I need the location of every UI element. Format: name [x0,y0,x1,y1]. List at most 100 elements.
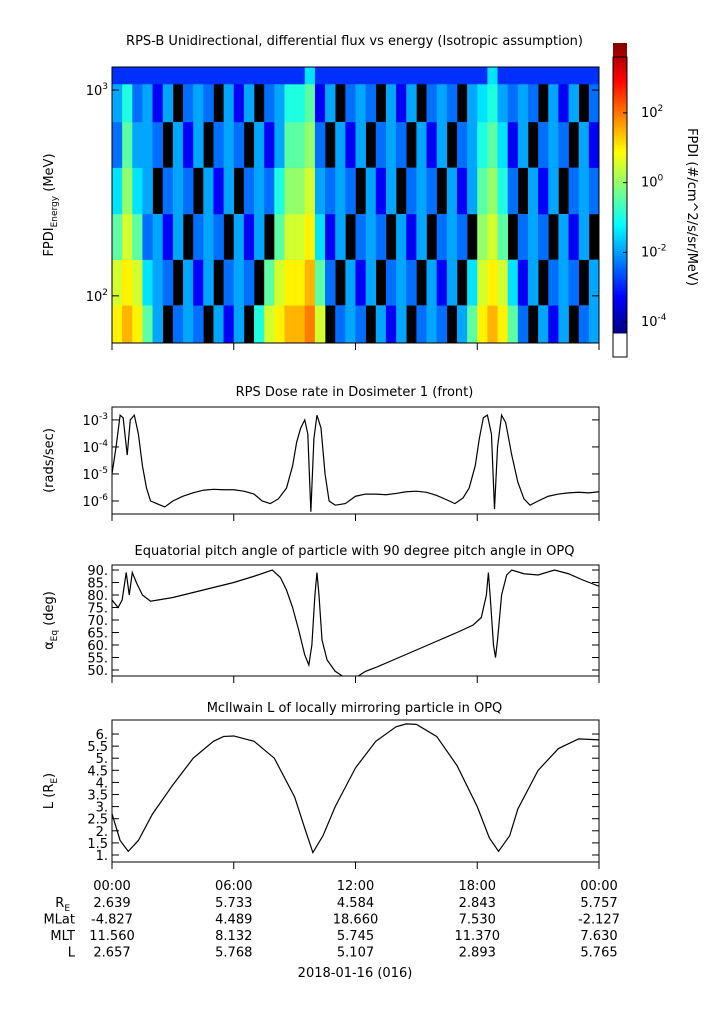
heatmap-cell [426,67,437,85]
colorbar-step [613,287,627,290]
heatmap-cell [264,67,275,85]
ephemeris-value: 5.768 [215,946,252,961]
heatmap-cell [132,259,143,306]
heatmap-cell [122,67,133,85]
heatmap-cell [112,305,123,343]
heatmap-cell [527,259,539,306]
heatmap-cell [578,121,590,168]
heatmap-cell [588,259,599,306]
heatmap-cell [122,305,133,343]
y-tick-label: 1. [96,849,108,864]
heatmap-cell [193,305,204,343]
heatmap-cell [122,121,133,168]
heatmap-cell [274,305,285,343]
heatmap-cell [385,305,397,343]
colorbar-step [613,328,627,332]
heatmap-cell [588,67,599,85]
heatmap-cell [223,83,235,123]
heatmap-cell [294,259,306,306]
heatmap-cell [527,167,539,215]
tick-exponent: -4 [99,439,108,449]
heatmap-cell [436,213,448,260]
heatmap-cell [436,259,448,306]
heatmap-cell [517,121,529,168]
heatmap-cell [527,67,539,85]
colorbar-step [613,110,627,114]
heatmap-cell [588,83,599,123]
heatmap-cell [467,259,478,306]
heatmap-cell [132,83,143,123]
heatmap-cell [304,305,316,343]
heatmap-cell [335,305,346,343]
heatmap-cell [517,259,529,306]
heatmap-cell [142,83,153,123]
x-tick-label: 12:00 [337,879,374,894]
panel-title: McIlwain L of locally mirroring particle… [207,701,503,716]
colorbar-step [613,171,627,174]
colorbar-step [613,59,627,63]
ephemeris-value: 7.630 [580,929,617,944]
heatmap-cell [558,259,569,306]
ephemeris-value: 8.132 [215,929,252,944]
heatmap-cell [223,121,235,168]
heatmap-cell [325,259,336,306]
colorbar-step [613,72,627,75]
heatmap-cell [203,213,214,260]
data-line [112,413,599,512]
colorbar-step [613,122,627,126]
heatmap-cell [294,121,306,168]
colorbar-step [613,267,627,271]
heatmap-cell [274,167,285,215]
colorbar-step [613,214,627,218]
heatmap-cell [436,305,448,343]
heatmap-cell [375,213,387,260]
heatmap-cell [274,259,285,306]
heatmap-cell [477,83,488,123]
tick-exponent: -5 [99,466,108,476]
y-axis-label: FPDIEnergy (MeV) [42,153,60,256]
heatmap-cell [233,83,245,123]
heatmap-cell [507,259,519,306]
colorbar-step [613,132,627,136]
colorbar-step [613,308,627,312]
colorbar-step [613,291,627,295]
y-tick-label: 2.5 [87,813,108,828]
heatmap-cell [223,67,235,85]
ephemeris-value: 11.560 [89,929,135,944]
heatmap-cell [548,305,559,343]
colorbar-step [613,57,627,61]
heatmap-cell [152,213,164,260]
heatmap-cell [355,67,366,85]
y-tick-label: 5.5 [87,740,108,755]
heatmap-cell [172,305,184,343]
colorbar-step [613,299,627,303]
colorbar-step [613,159,627,162]
tick-exponent: -3 [99,412,108,422]
heatmap-cell [284,67,295,85]
heatmap-cell [477,167,488,215]
heatmap-cell [558,67,569,85]
heatmap-cell [274,67,285,85]
heatmap-cell [193,121,204,168]
colorbar-step [613,50,627,54]
colorbar-step [613,81,627,85]
colorbar-step [613,88,627,92]
heatmap-cell [172,121,184,168]
heatmap-cell [568,259,580,306]
heatmap-cell [497,213,508,260]
ephemeris-value: 5.745 [337,929,374,944]
heatmap-cell [538,213,549,260]
heatmap-cell [162,67,174,85]
heatmap-cell [568,167,580,215]
colorbar-step [613,204,627,208]
heatmap-cell [152,83,164,123]
heatmap-cell [446,67,458,85]
heatmap-cell [132,305,143,343]
colorbar-step [613,262,627,266]
heatmap-cell [183,259,194,306]
ephemeris-value: -2.127 [578,913,620,928]
heatmap-cell [578,167,590,215]
heatmap-cell [436,121,448,168]
heatmap-cell [436,83,448,123]
heatmap-cell [385,259,397,306]
